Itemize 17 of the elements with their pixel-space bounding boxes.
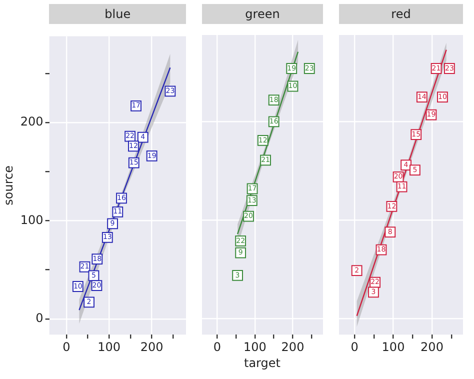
x-tick-label: 200 (140, 340, 164, 354)
x-tick-label: 100 (243, 340, 266, 354)
x-tick-label: 100 (382, 340, 405, 354)
x-tick-label: 0 (350, 340, 358, 354)
x-tick-label: 100 (98, 340, 121, 354)
x-tick-label: 0 (213, 340, 221, 354)
x-tick-label: 0 (62, 340, 70, 354)
y-tick-label: 200 (20, 114, 44, 129)
chart-title: green (202, 4, 323, 24)
x-tick-label: 200 (281, 340, 304, 354)
y-tick-label: 0 (36, 311, 44, 326)
y-axis-title: source (1, 165, 16, 206)
y-tick-label: 100 (20, 212, 44, 227)
chart-title: blue (49, 4, 186, 24)
x-axis-title: target (244, 356, 280, 370)
chart-title: red (339, 4, 463, 24)
x-tick-label: 200 (420, 340, 444, 354)
